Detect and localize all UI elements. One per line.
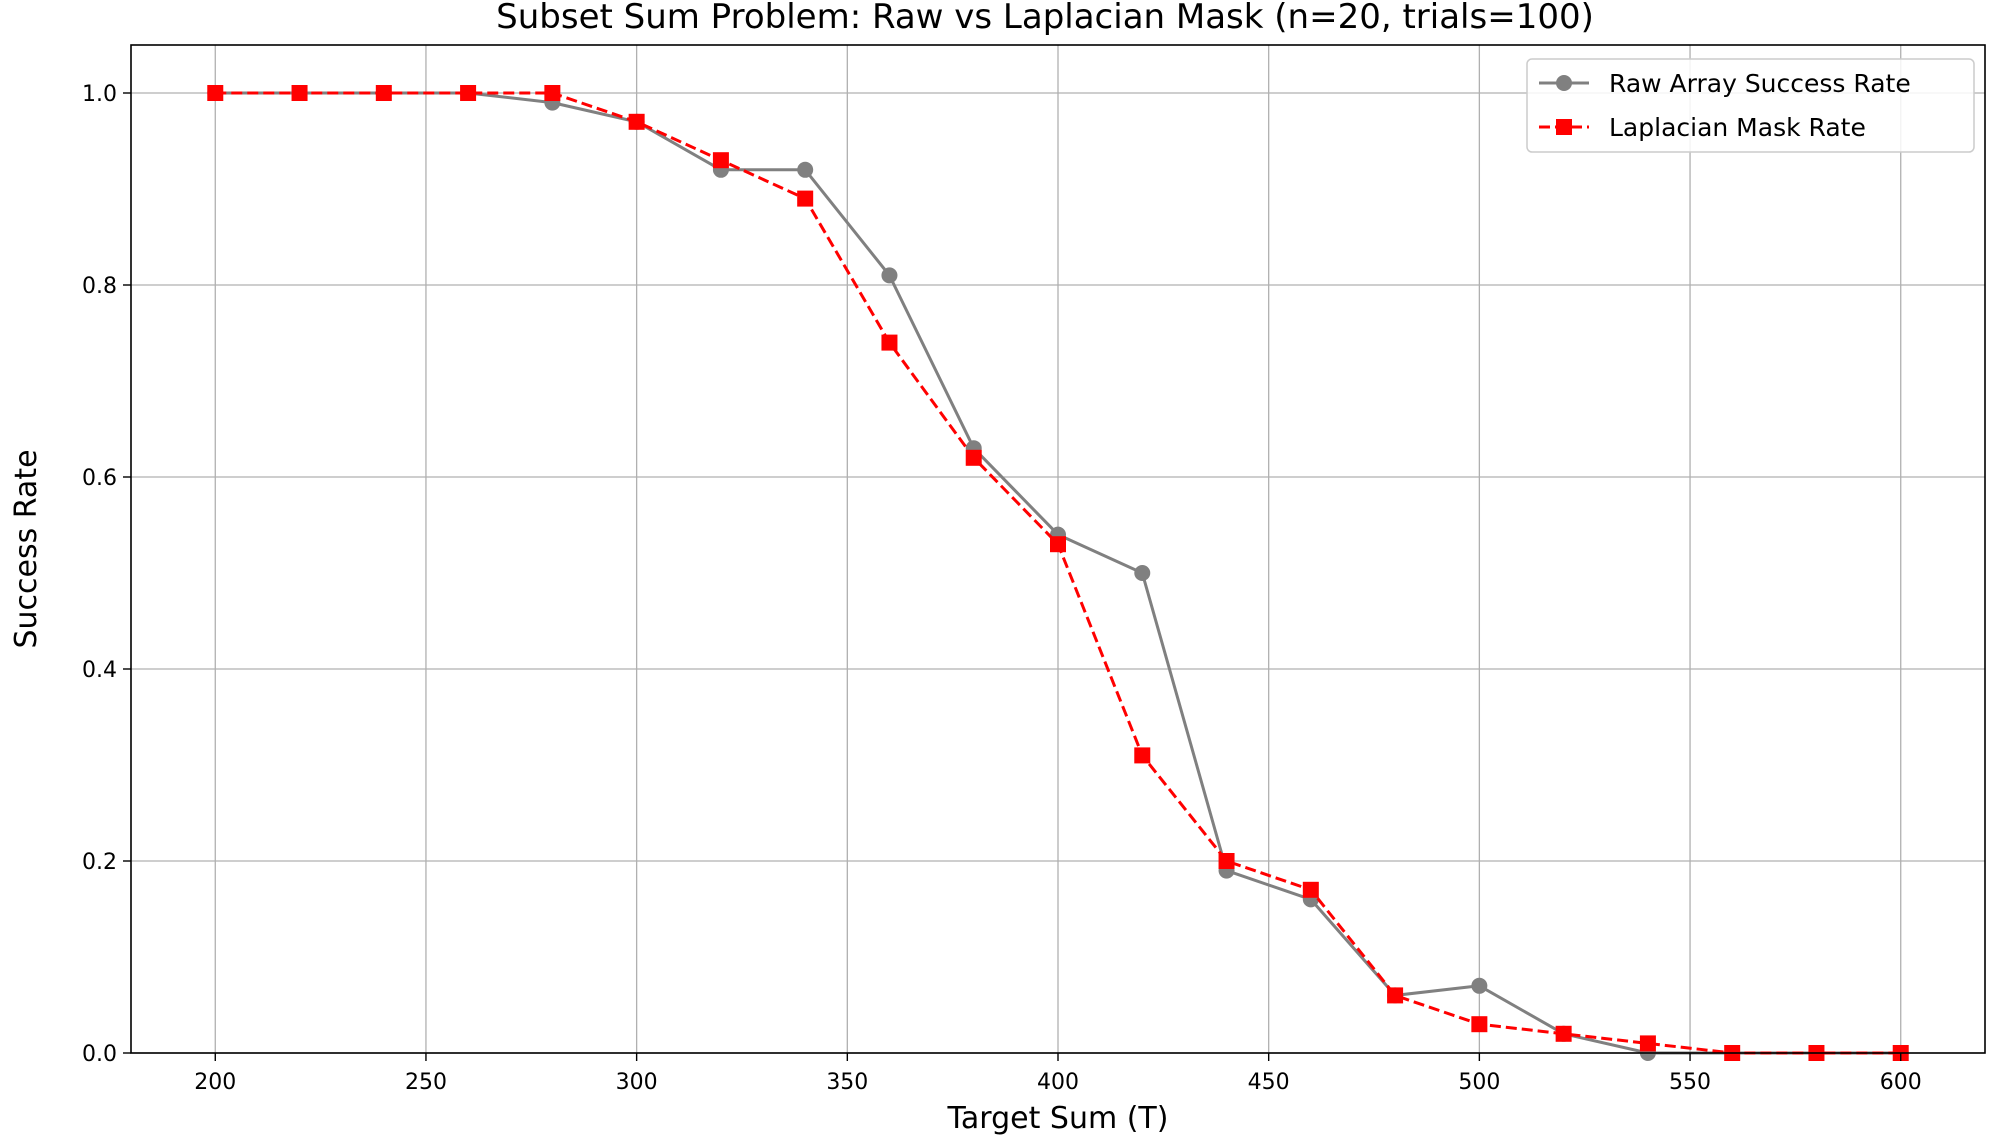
- y-tick-label: 0.6: [82, 466, 117, 491]
- x-tick-label: 350: [826, 1070, 868, 1095]
- x-tick-label: 550: [1669, 1070, 1711, 1095]
- legend-entry: Raw Array Success Rate: [1539, 69, 1911, 98]
- data-point: [965, 449, 982, 466]
- data-point: [291, 85, 308, 101]
- x-axis-label: Target Sum (T): [947, 1101, 1169, 1135]
- y-tick-label: 0.0: [82, 1042, 117, 1067]
- y-tick-label: 0.8: [82, 274, 117, 299]
- chart-title: Subset Sum Problem: Raw vs Laplacian Mas…: [496, 0, 1594, 37]
- legend-label: Raw Array Success Rate: [1609, 69, 1911, 98]
- legend: Raw Array Success Rate Laplacian Mask Rat…: [1526, 58, 1975, 153]
- y-tick-label: 0.4: [82, 658, 117, 683]
- data-point: [797, 161, 814, 178]
- data-point: [460, 85, 477, 101]
- data-point: [375, 85, 392, 101]
- legend-box: [1526, 58, 1975, 153]
- data-point: [1218, 853, 1235, 869]
- data-point: [1387, 987, 1404, 1004]
- legend-marker: [1556, 75, 1572, 91]
- data-point: [1471, 977, 1488, 994]
- x-tick-label: 500: [1458, 1070, 1500, 1095]
- axis-ticks: 200 250 300 350 400 450 500 550 600 0.0 0.2 0.4 0.6 0…: [82, 82, 1922, 1095]
- data-point: [881, 334, 898, 351]
- y-axis-label: Success Rate: [9, 449, 44, 648]
- data-point: [712, 152, 729, 169]
- legend-entry: Laplacian Mask Rate: [1539, 113, 1866, 142]
- data-point: [1302, 881, 1319, 898]
- legend-marker: [1556, 119, 1572, 135]
- series-layer: [207, 85, 1909, 1061]
- y-tick-label: 1.0: [82, 82, 117, 107]
- series-laplacian-mask: [207, 85, 1909, 1061]
- data-point: [207, 85, 224, 101]
- data-point: [1639, 1035, 1656, 1052]
- x-tick-label: 200: [194, 1070, 236, 1095]
- legend-label: Laplacian Mask Rate: [1609, 113, 1866, 142]
- data-point: [1050, 536, 1066, 553]
- x-tick-label: 250: [405, 1070, 447, 1095]
- data-point: [628, 113, 645, 130]
- data-point: [1471, 1016, 1488, 1033]
- x-tick-label: 300: [616, 1070, 658, 1095]
- x-tick-label: 400: [1037, 1070, 1079, 1095]
- y-tick-label: 0.2: [82, 850, 117, 875]
- data-point: [1134, 565, 1151, 581]
- x-tick-label: 600: [1880, 1070, 1922, 1095]
- data-point: [881, 267, 898, 284]
- data-point: [544, 85, 561, 101]
- x-tick-label: 450: [1248, 1070, 1290, 1095]
- data-point: [1134, 747, 1151, 764]
- data-point: [1555, 1025, 1572, 1042]
- data-point: [797, 190, 814, 207]
